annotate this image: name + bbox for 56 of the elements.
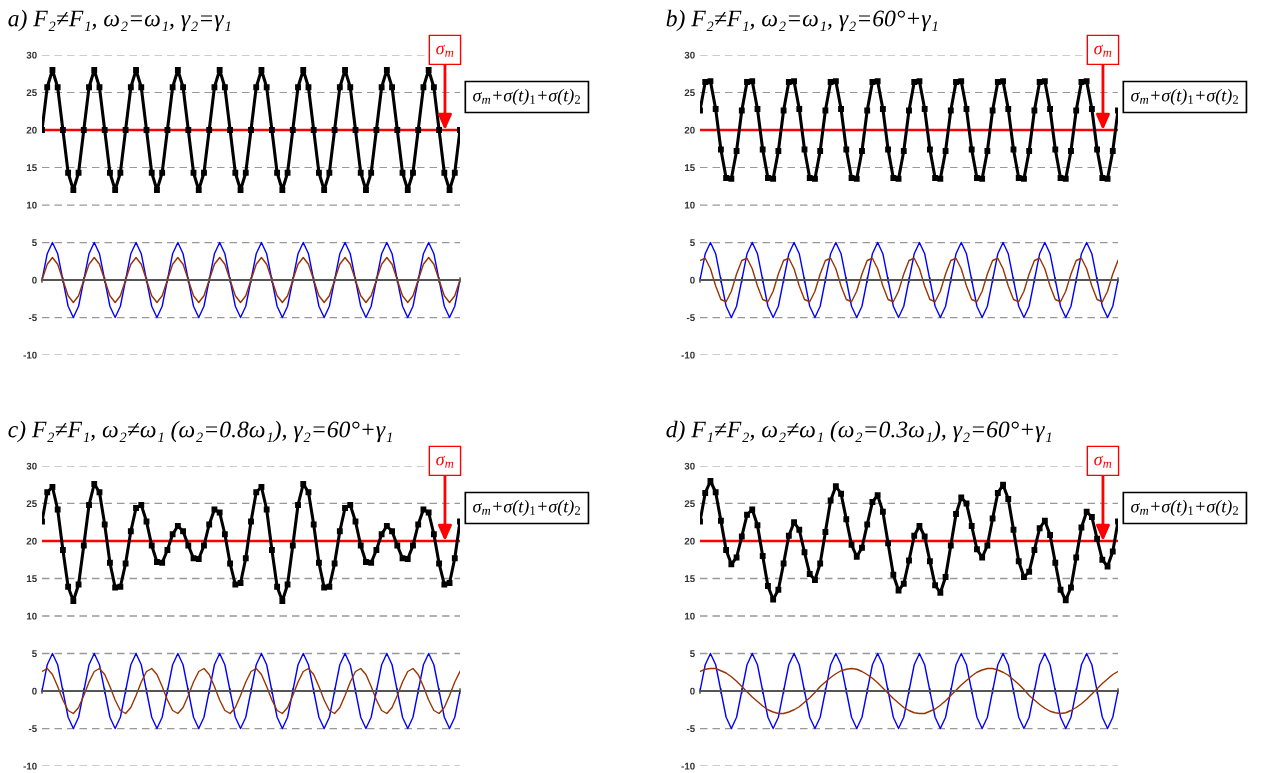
line-series	[700, 241, 1118, 319]
y-tick-label: 15	[26, 164, 37, 172]
series-label: σ$_{m}$+σ(t)$_{1}$+σ(t)$_{2}$	[473, 88, 581, 106]
line-series	[42, 667, 460, 715]
ref-line-label: σ$_{m}$	[436, 455, 454, 468]
y-tick-label: -10	[681, 351, 695, 359]
y-tick-label: 30	[26, 462, 37, 470]
y-tick-label: 15	[684, 575, 695, 583]
y-tick-label: 20	[26, 537, 37, 545]
line-series	[700, 652, 1118, 730]
y-tick-label: 25	[684, 500, 695, 508]
y-tick-label: 10	[26, 612, 37, 620]
y-tick-label: 25	[684, 89, 695, 97]
line-series	[700, 667, 1118, 715]
y-tick-label: -10	[23, 351, 37, 359]
y-tick-label: -5	[28, 725, 37, 733]
y-tick-label: 30	[26, 51, 37, 59]
y-tick-label: 5	[690, 239, 695, 247]
y-tick-label: 20	[26, 126, 37, 134]
line-series	[42, 652, 460, 730]
y-tick-label: 0	[690, 276, 695, 284]
chart-title: c) F₂≠F₁, ω₂≠ω₁ (ω₂=0.8ω₁), γ₂=60°+γ₁	[8, 420, 392, 443]
y-tick-label: 15	[684, 164, 695, 172]
y-tick-label: 10	[684, 201, 695, 209]
y-tick-label: 0	[32, 276, 37, 284]
series-label: σ$_{m}$+σ(t)$_{1}$+σ(t)$_{2}$	[473, 499, 581, 517]
y-tick-label: 5	[32, 239, 37, 247]
y-tick-label: 25	[26, 89, 37, 97]
y-tick-label: 5	[690, 650, 695, 658]
y-tick-label: 25	[26, 500, 37, 508]
y-tick-label: -5	[686, 314, 695, 322]
y-tick-label: 15	[26, 575, 37, 583]
series-label: σ$_{m}$+σ(t)$_{1}$+σ(t)$_{2}$	[1131, 499, 1239, 517]
ref-line-label: σ$_{m}$	[436, 44, 454, 57]
y-tick-label: 20	[684, 537, 695, 545]
ref-line-label: σ$_{m}$	[1094, 455, 1112, 468]
line-series	[42, 256, 460, 304]
y-tick-label: 30	[684, 462, 695, 470]
y-tick-label: 10	[684, 612, 695, 620]
y-tick-label: 5	[32, 650, 37, 658]
y-tick-label: -5	[686, 725, 695, 733]
y-tick-label: -10	[681, 762, 695, 770]
y-tick-label: -10	[23, 762, 37, 770]
y-tick-label: -5	[28, 314, 37, 322]
y-tick-label: 0	[32, 687, 37, 695]
y-tick-label: 20	[684, 126, 695, 134]
series-label: σ$_{m}$+σ(t)$_{1}$+σ(t)$_{2}$	[1131, 88, 1239, 106]
y-tick-label: 0	[690, 687, 695, 695]
chart-title: a) F₂≠F₁, ω₂=ω₁, γ₂=γ₁	[8, 9, 231, 32]
chart-title: b) F₂≠F₁, ω₂=ω₁, γ₂=60°+γ₁	[666, 9, 938, 32]
line-series	[700, 257, 1118, 303]
y-tick-label: 30	[684, 51, 695, 59]
ref-line-label: σ$_{m}$	[1094, 44, 1112, 57]
line-series	[42, 241, 460, 319]
y-tick-label: 10	[26, 201, 37, 209]
chart-title: d) F₁≠F₂, ω₂≠ω₁ (ω₂=0.3ω₁), γ₂=60°+γ₁	[666, 420, 1052, 443]
